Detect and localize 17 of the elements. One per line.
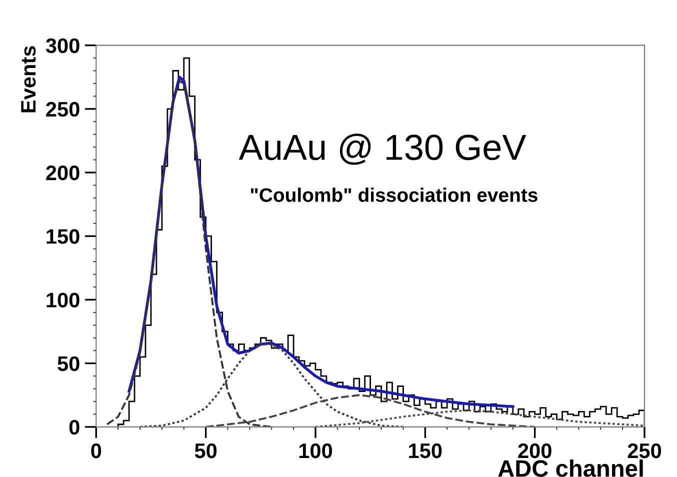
- x-tick-label: 150: [409, 443, 442, 458]
- annotation: AuAu @ 130 GeV: [238, 134, 526, 165]
- y-tick-label: 0: [69, 420, 80, 435]
- x-tick-label: 200: [518, 443, 552, 458]
- x-tick-label: 100: [299, 443, 332, 458]
- y-axis-title: Events: [21, 46, 36, 112]
- y-tick-label: 150: [46, 229, 80, 244]
- x-axis-title: ADC channel: [498, 460, 643, 477]
- y-tick-label: 300: [46, 38, 80, 54]
- y-tick-label: 200: [46, 166, 80, 180]
- annotation: "Coulomb" dissociation events: [250, 188, 538, 202]
- y-tick-label: 250: [46, 102, 80, 117]
- x-tick-label: 50: [194, 443, 217, 458]
- y-tick-label: 100: [46, 292, 80, 308]
- x-tick-label: 0: [91, 443, 102, 458]
- y-tick-label: 50: [58, 356, 80, 372]
- x-tick-label: 250: [628, 443, 662, 458]
